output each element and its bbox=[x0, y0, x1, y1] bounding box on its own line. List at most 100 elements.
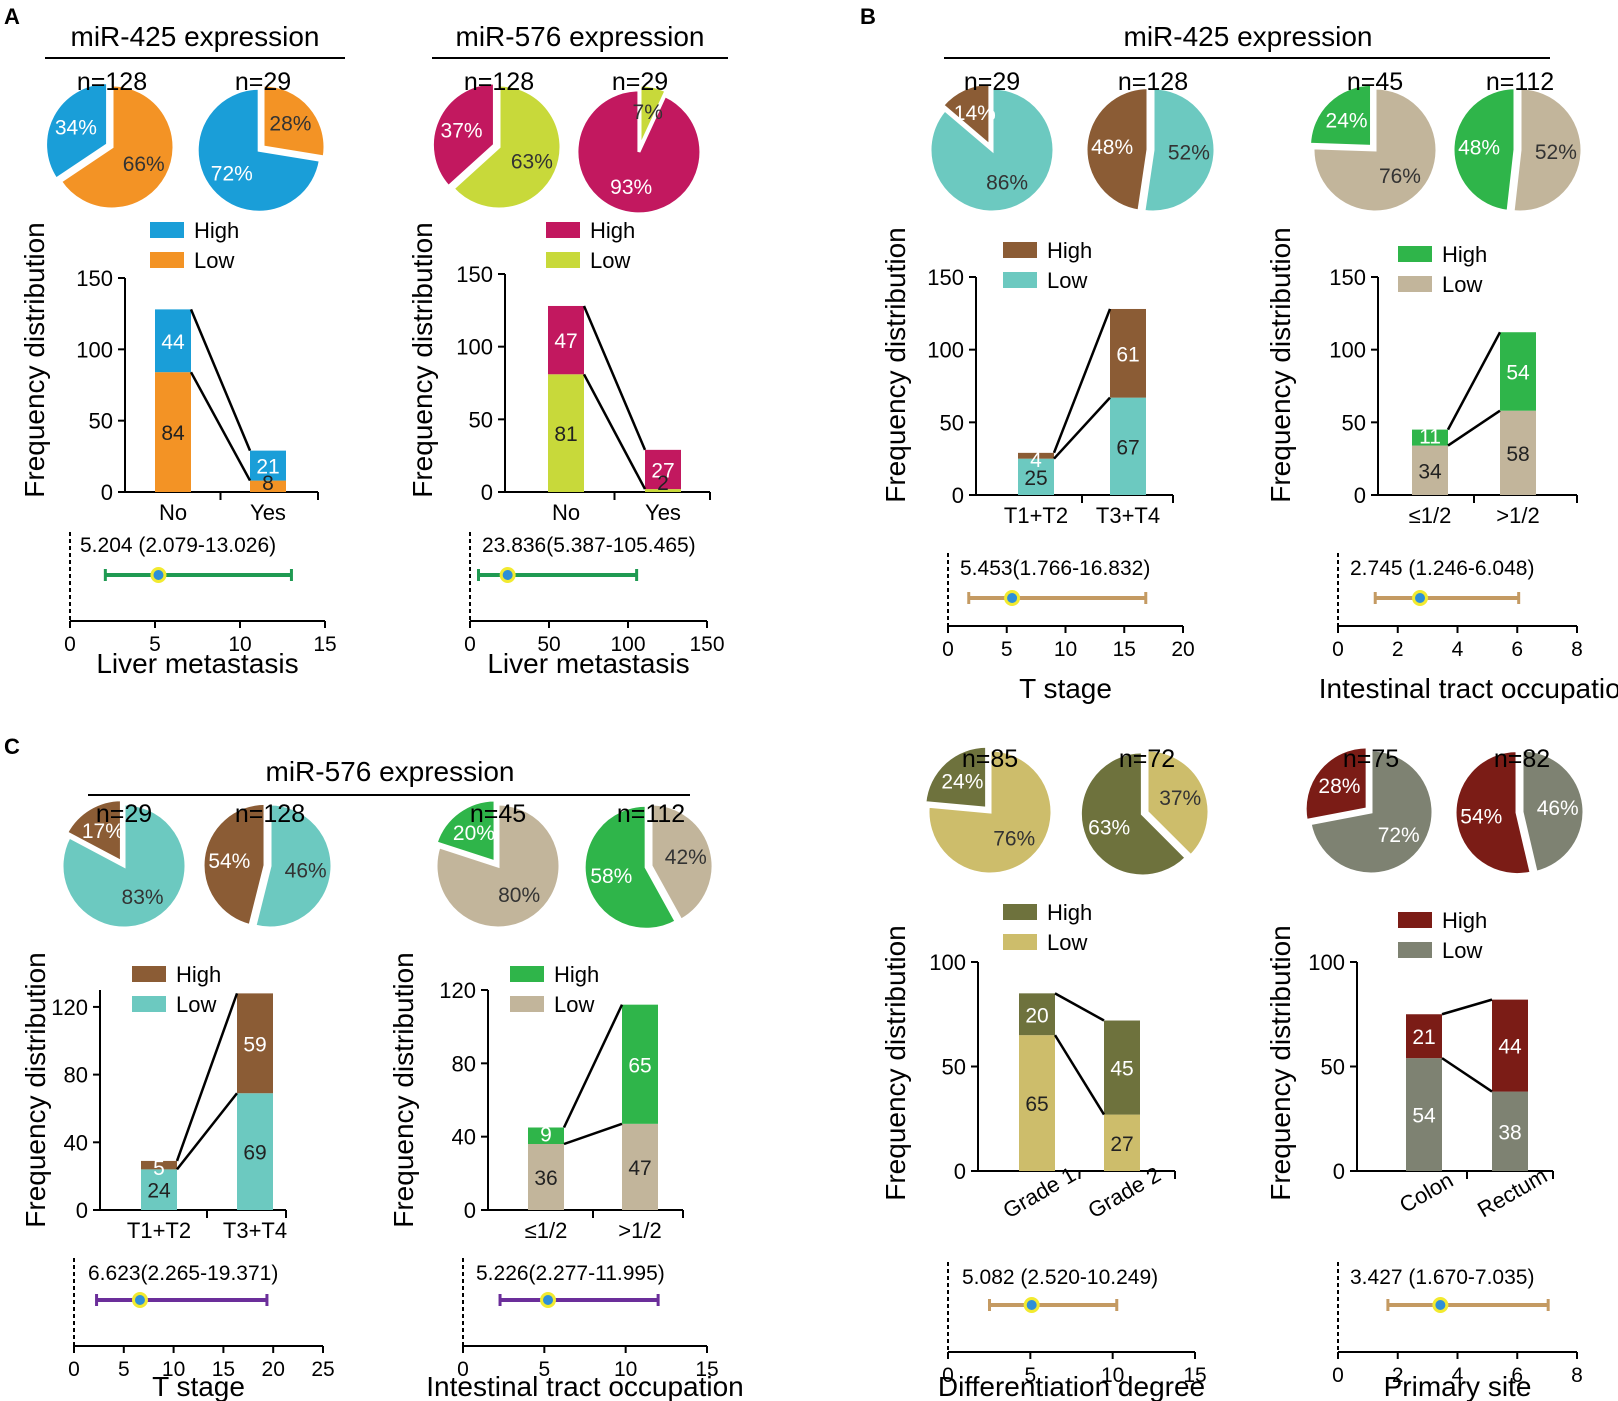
pie-slice-low bbox=[928, 86, 1056, 214]
y-tick-label: 150 bbox=[927, 265, 964, 290]
n-label: n=82 bbox=[1494, 745, 1550, 773]
y-tick-label: 0 bbox=[101, 480, 113, 505]
x-tick-label: Yes bbox=[645, 500, 681, 525]
or-point bbox=[1412, 590, 1429, 606]
pie-slice-low bbox=[638, 83, 669, 148]
pie-label-high: 58% bbox=[590, 865, 632, 888]
y-tick-label: 0 bbox=[76, 1198, 88, 1223]
bar-label-low: 8 bbox=[262, 472, 274, 495]
or-axis-title: Intestinal tract occupation bbox=[426, 1371, 744, 1401]
pie-slice-high bbox=[582, 803, 679, 931]
bar-label-low: 84 bbox=[161, 422, 185, 445]
x-tick-label: Yes bbox=[250, 500, 286, 525]
or-x-tick-label: 50 bbox=[537, 633, 560, 656]
y-tick-label: 0 bbox=[1354, 483, 1366, 508]
bar-segment-low bbox=[528, 1144, 564, 1210]
x-tick-label: T3+T4 bbox=[1096, 503, 1160, 528]
pie-label-high: 24% bbox=[941, 771, 983, 794]
or-x-tick-label: 0 bbox=[464, 633, 476, 656]
y-tick-label: 80 bbox=[64, 1063, 88, 1088]
legend-label-high: High bbox=[194, 218, 239, 243]
or-x-tick-label: 0 bbox=[942, 1364, 954, 1387]
connector-mid bbox=[176, 1092, 238, 1171]
connector-top bbox=[1441, 998, 1493, 1016]
panel-b2: 24% 76% n=45 48% 52% n=112 High Low 0 50 100 150 Fre… bbox=[1265, 68, 1618, 704]
pie-slice-low bbox=[261, 83, 327, 159]
y-tick-label: 40 bbox=[64, 1130, 88, 1155]
pie-slice-low bbox=[1145, 748, 1211, 858]
or-x-tick-label: 10 bbox=[1054, 638, 1077, 661]
bar-segment-low bbox=[1406, 1058, 1442, 1171]
pie-label-low: 76% bbox=[993, 828, 1035, 851]
odds-ratio-label: 5.082 (2.520-10.249) bbox=[962, 1266, 1158, 1289]
or-x-tick-label: 15 bbox=[1183, 1364, 1206, 1387]
y-tick-label: 50 bbox=[1321, 1055, 1345, 1080]
pie-slice-low bbox=[1520, 748, 1586, 875]
y-axis-title: Frequency distribution bbox=[1265, 227, 1296, 502]
pie-slice-low bbox=[1308, 748, 1435, 876]
bar-label-high: 54 bbox=[1506, 361, 1530, 384]
legend-label-low: Low bbox=[554, 992, 594, 1017]
legend-swatch-high bbox=[546, 222, 580, 238]
or-axis-title: Primary site bbox=[1384, 1371, 1532, 1401]
bar-segment-high bbox=[1110, 308, 1146, 398]
bar-segment-high bbox=[645, 449, 681, 490]
pie-label-high: 48% bbox=[1458, 137, 1500, 160]
pie-label-high: 93% bbox=[610, 176, 652, 199]
legend-label-high: High bbox=[1442, 242, 1487, 267]
legend-label-low: Low bbox=[1442, 272, 1482, 297]
bar-segment-low bbox=[155, 372, 191, 492]
pie-label-low: 28% bbox=[269, 113, 311, 136]
y-tick-label: 120 bbox=[439, 978, 476, 1003]
or-x-tick-label: 8 bbox=[1571, 638, 1583, 661]
pie-label-low: 63% bbox=[511, 151, 553, 174]
connector-top bbox=[1446, 331, 1502, 431]
legend-swatch-high bbox=[1398, 246, 1432, 262]
n-label: n=128 bbox=[77, 68, 147, 96]
or-x-tick-label: 15 bbox=[313, 633, 336, 656]
legend-swatch-low bbox=[546, 252, 580, 268]
pie-label-high: 28% bbox=[1318, 775, 1360, 798]
y-tick-label: 50 bbox=[89, 409, 113, 434]
bar-label-high: 4 bbox=[1030, 449, 1042, 472]
pie-slice-high bbox=[1084, 86, 1150, 213]
y-tick-label: 0 bbox=[952, 483, 964, 508]
or-axis-title: T stage bbox=[1019, 673, 1112, 704]
legend-label-low: Low bbox=[1442, 938, 1482, 963]
pie-label-low: 66% bbox=[123, 153, 165, 176]
bar-label-high: 45 bbox=[1110, 1058, 1133, 1081]
or-point bbox=[150, 567, 167, 583]
panel-letter-b: B bbox=[860, 4, 876, 29]
bar-segment-high bbox=[1406, 1014, 1442, 1059]
pie-label-low: 46% bbox=[285, 859, 327, 882]
or-x-tick-label: 15 bbox=[1113, 638, 1136, 661]
odds-ratio-label: 5.226(2.277-11.995) bbox=[476, 1262, 665, 1285]
or-x-tick-label: 0 bbox=[457, 1358, 469, 1381]
connector-top bbox=[1052, 308, 1112, 454]
x-tick-label: No bbox=[552, 500, 580, 525]
bar-label-high: 44 bbox=[1498, 1036, 1522, 1059]
bar-label-low: 25 bbox=[1024, 467, 1047, 490]
n-label: n=29 bbox=[612, 68, 668, 96]
or-point bbox=[499, 567, 516, 583]
y-tick-label: 100 bbox=[1308, 950, 1345, 975]
or-x-tick-label: 0 bbox=[942, 638, 954, 661]
or-x-tick-label: 5 bbox=[118, 1358, 130, 1381]
or-axis-title: T stage bbox=[152, 1371, 245, 1401]
connector-mid bbox=[189, 371, 252, 482]
y-axis-title: Frequency distribution bbox=[1265, 925, 1296, 1200]
n-label: n=45 bbox=[1347, 68, 1403, 96]
y-tick-label: 120 bbox=[51, 995, 88, 1020]
legend-swatch-high bbox=[1003, 242, 1037, 258]
or-point bbox=[1432, 1297, 1449, 1313]
or-x-tick-label: 5 bbox=[1001, 638, 1013, 661]
y-tick-label: 50 bbox=[469, 407, 493, 432]
connector-mid bbox=[563, 1122, 623, 1146]
bar-label-high: 5 bbox=[153, 1157, 165, 1180]
odds-ratio-label: 23.836(5.387-105.465) bbox=[482, 534, 696, 557]
or-point bbox=[1004, 590, 1021, 606]
odds-ratio-label: 6.623(2.265-19.371) bbox=[88, 1262, 278, 1285]
bar-segment-high bbox=[1019, 993, 1055, 1036]
x-tick-label: No bbox=[159, 500, 187, 525]
bar-segment-high bbox=[155, 309, 191, 373]
